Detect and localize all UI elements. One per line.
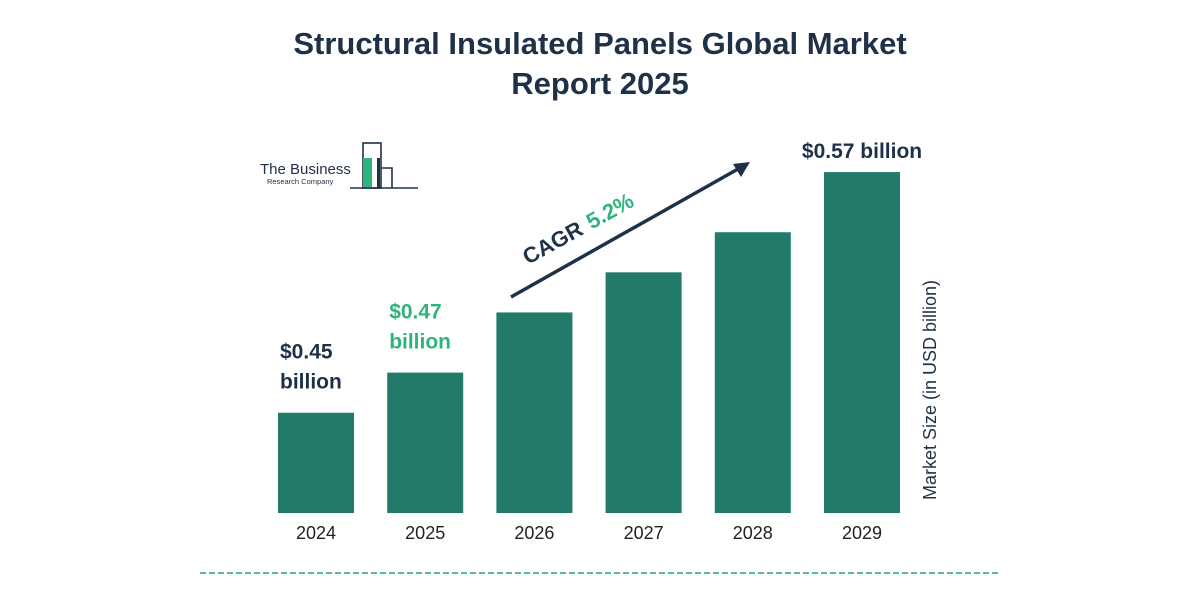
cagr-arrow-head-icon — [733, 162, 750, 177]
data-label-2025-unit: billion — [389, 331, 451, 354]
data-label-2025-value: $0.47 — [389, 301, 442, 324]
data-label-2024-unit: billion — [280, 371, 342, 394]
logo-name-line1: The Business — [260, 161, 351, 178]
data-label-2029: $0.57 billion — [802, 140, 922, 163]
x-tick-labels: 2024 2025 2026 2027 2028 2029 — [296, 523, 882, 543]
bar-2028 — [714, 232, 791, 513]
company-logo: The Business Research Company — [260, 142, 418, 189]
bar-2025 — [387, 372, 464, 513]
bar-2029 — [824, 172, 900, 514]
x-tick-label-2027: 2027 — [624, 523, 664, 543]
bar-2027 — [605, 272, 682, 513]
logo-name-line2: Research Company — [267, 177, 334, 186]
bars-group — [278, 172, 900, 514]
data-label-2024-value: $0.45 — [280, 341, 333, 364]
bar-2024 — [278, 412, 354, 513]
logo-bars-icon — [350, 142, 418, 189]
x-tick-label-2026: 2026 — [514, 523, 554, 543]
chart-title: Structural Insulated Panels Global Marke… — [293, 26, 907, 101]
x-tick-label-2024: 2024 — [296, 523, 336, 543]
x-tick-label-2025: 2025 — [405, 523, 445, 543]
cagr-arrow-line — [510, 167, 739, 299]
data-labels: $0.45 billion $0.47 billion $0.57 billion — [280, 140, 922, 394]
cagr-value: 5.2% — [582, 188, 638, 234]
x-tick-label-2028: 2028 — [733, 523, 773, 543]
y-axis-label: Market Size (in USD billion) — [920, 280, 940, 500]
x-tick-label-2029: 2029 — [842, 523, 882, 543]
bar-2026 — [496, 312, 573, 513]
